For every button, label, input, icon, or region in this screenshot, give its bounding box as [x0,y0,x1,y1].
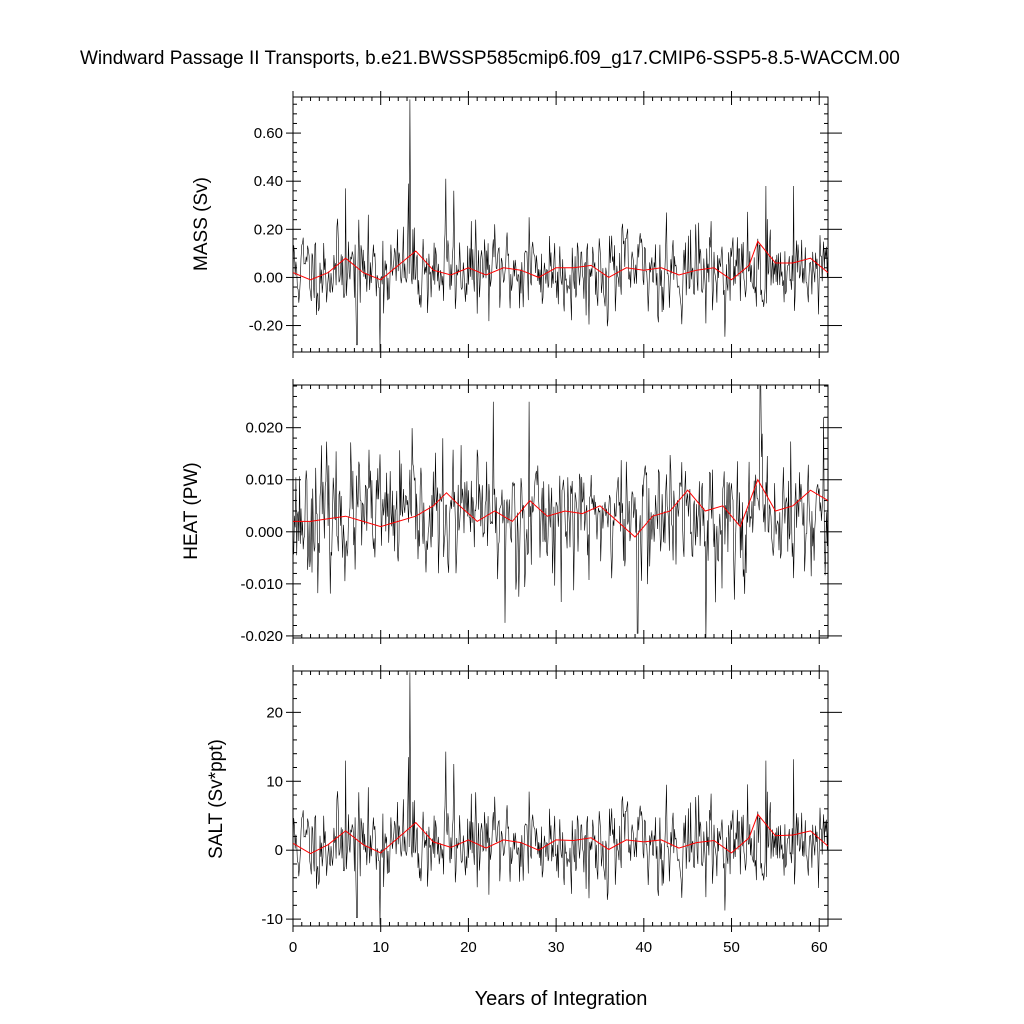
y-tick-label: -0.020 [240,628,283,645]
y-tick-label: -0.010 [240,576,283,593]
y-tick-label: 0.00 [254,269,283,286]
y-tick-label: 0.20 [254,221,283,238]
y-tick-label: 20 [266,704,283,721]
y-tick-label: 0.010 [245,472,283,489]
x-tick-label: 0 [289,939,297,956]
smoothed-series-line [293,813,828,855]
mass-panel: -0.20 0.00 0.20 0.40 0.60 [249,91,842,358]
chart-title: Windward Passage II Transports, b.e21.BW… [80,48,900,69]
raw-series-line [293,99,828,352]
y-tick-label: 10 [266,773,283,790]
y-tick-label: -0.20 [249,318,283,335]
x-tick-label: 20 [460,939,477,956]
heat-ylabel: HEAT (PW) [181,462,202,560]
y-tick-label: 0.60 [254,125,283,142]
smoothed-series-line [293,240,828,281]
salt-panel: -10 0 10 20 0 10 20 30 40 50 60 [261,665,842,956]
x-tick-label: 60 [811,939,828,956]
plot-frame [292,384,829,639]
smoothed-series-line [293,478,828,538]
y-tick-label: -10 [261,911,283,928]
raw-series-line [293,385,828,638]
y-tick-label: 0 [275,842,283,859]
x-axis-label: Years of Integration [474,988,648,1010]
y-tick-label: 0.40 [254,173,283,190]
plot-frame [292,96,829,353]
heat-panel: -0.020 -0.010 0.000 0.010 0.020 [240,379,842,645]
raw-series-line [293,672,828,925]
y-tick-label: 0.020 [245,420,283,437]
x-tick-label: 10 [372,939,389,956]
plot-frame [292,670,829,927]
x-tick-label: 50 [723,939,740,956]
mass-ylabel: MASS (Sv) [191,177,212,271]
y-tick-label: 0.000 [245,524,283,541]
x-tick-label: 30 [548,939,565,956]
salt-ylabel: SALT (Sv*ppt) [206,739,227,859]
x-tick-label: 40 [635,939,652,956]
